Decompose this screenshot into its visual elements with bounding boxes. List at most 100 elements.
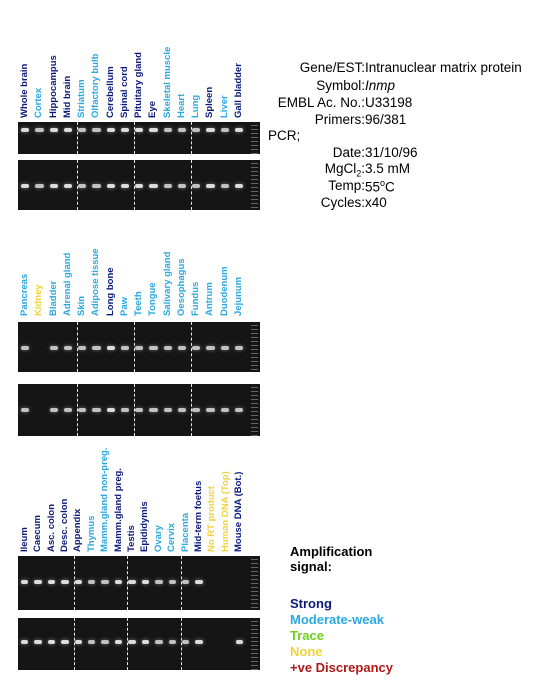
lane-label: Antrum bbox=[204, 282, 216, 316]
pcr-band bbox=[63, 184, 72, 188]
pcr-band bbox=[192, 346, 201, 350]
pcr-band bbox=[106, 408, 115, 412]
pcr-band bbox=[168, 580, 176, 584]
lane-label: Bladder bbox=[47, 280, 59, 316]
info-label: Symbol: bbox=[316, 78, 365, 93]
legend-item-none: None bbox=[290, 644, 323, 659]
lane-group-separator bbox=[127, 618, 129, 670]
pcr-band bbox=[78, 346, 87, 350]
lane-label: Heart bbox=[175, 93, 187, 118]
lane-label: Teeth bbox=[133, 291, 145, 316]
lane-label: Ileum bbox=[18, 527, 30, 552]
lane-label: Pituitary gland bbox=[133, 52, 145, 118]
amplification-legend: Amplification signal: Strong Moderate-wea… bbox=[290, 544, 393, 676]
gel-image bbox=[18, 322, 260, 372]
lane-label: Kidney bbox=[33, 284, 45, 316]
lane-label: Fundus bbox=[190, 281, 202, 316]
pcr-band bbox=[114, 640, 123, 644]
pcr-band bbox=[220, 184, 229, 188]
info-label: Date: bbox=[332, 145, 365, 160]
lane-group-separator bbox=[191, 160, 192, 210]
pcr-band bbox=[92, 408, 101, 412]
pcr-band bbox=[61, 640, 69, 644]
pcr-band bbox=[149, 184, 158, 188]
dna-ladder bbox=[251, 618, 258, 670]
dna-ladder bbox=[251, 160, 258, 210]
lane-label: Human DNA (Top) bbox=[219, 471, 231, 552]
pcr-band bbox=[163, 346, 172, 350]
lane-label: Gall bladder bbox=[232, 63, 244, 118]
lane-label: Cervix bbox=[166, 522, 178, 552]
dna-ladder bbox=[251, 322, 258, 372]
pcr-band bbox=[234, 184, 243, 188]
pcr-band bbox=[120, 346, 129, 350]
pcr-band bbox=[21, 128, 30, 132]
pcr-band bbox=[135, 346, 144, 350]
lane-label: Mamm.gland non-preg. bbox=[99, 447, 111, 553]
lane-label: Placenta bbox=[179, 512, 191, 552]
legend-title-line1: Amplification bbox=[290, 544, 373, 559]
pcr-band bbox=[101, 640, 109, 644]
lane-label: Testis bbox=[126, 525, 137, 552]
legend-item-discrepancy: +ve Discrepancy bbox=[290, 660, 393, 675]
pcr-band bbox=[220, 408, 229, 412]
pcr-band bbox=[21, 408, 30, 412]
lane-group-separator bbox=[134, 384, 135, 436]
pcr-band bbox=[177, 408, 186, 412]
info-value: U33198 bbox=[365, 95, 413, 110]
lane-label: Adipose tissue bbox=[90, 248, 102, 316]
pcr-band bbox=[192, 184, 201, 188]
pcr-band bbox=[34, 640, 42, 644]
lane-group-separator bbox=[77, 322, 78, 372]
lane-label: Oesophagus bbox=[175, 258, 187, 316]
pcr-band bbox=[177, 184, 186, 188]
lane-label: Appendix bbox=[72, 508, 84, 552]
pcr-band bbox=[21, 184, 30, 188]
pcr-band bbox=[206, 346, 215, 350]
pcr-band bbox=[220, 346, 229, 350]
pcr-band bbox=[163, 128, 172, 132]
pcr-band bbox=[92, 346, 101, 350]
lane-label: Tongue bbox=[147, 282, 159, 316]
pcr-band bbox=[120, 184, 129, 188]
lane-group-separator bbox=[73, 618, 75, 670]
lane-label: Whole brain bbox=[19, 63, 31, 118]
pcr-band bbox=[47, 640, 56, 644]
lane-label: Mid-term foetus bbox=[193, 480, 205, 552]
lane-group-separator bbox=[77, 160, 78, 210]
pcr-band bbox=[35, 184, 44, 188]
lane-group-separator bbox=[73, 556, 75, 610]
pcr-band bbox=[120, 408, 129, 412]
info-value: Intranuclear matrix protein bbox=[365, 60, 522, 75]
info-label: Temp: bbox=[328, 178, 365, 193]
lane-label: No RT product bbox=[206, 486, 218, 552]
pcr-band bbox=[234, 408, 243, 412]
pcr-band bbox=[61, 580, 69, 584]
pcr-band bbox=[114, 580, 123, 584]
pcr-band bbox=[88, 580, 96, 584]
pcr-band bbox=[78, 184, 87, 188]
pcr-band bbox=[192, 408, 201, 412]
legend-title-line2: signal: bbox=[290, 559, 332, 574]
pcr-band bbox=[163, 408, 172, 412]
gel-image bbox=[18, 122, 260, 154]
lane-label: Eye bbox=[147, 101, 159, 118]
lane-label: Jejunum bbox=[232, 276, 244, 316]
pcr-band bbox=[234, 128, 243, 132]
pcr-band bbox=[177, 128, 186, 132]
gel-image bbox=[18, 556, 260, 610]
pcr-band bbox=[49, 184, 58, 188]
pcr-band bbox=[163, 184, 172, 188]
pcr-band bbox=[92, 128, 101, 132]
lane-label: Hippocampus bbox=[47, 55, 59, 118]
lane-label: Mouse DNA (Bot.) bbox=[233, 471, 245, 552]
pcr-band bbox=[206, 128, 215, 132]
info-label: Gene/EST: bbox=[299, 60, 365, 75]
lane-group-separator bbox=[77, 384, 78, 436]
lane-group-separator bbox=[134, 322, 135, 372]
pcr-band bbox=[135, 128, 144, 132]
dna-ladder bbox=[251, 122, 258, 154]
lane-label: Skin bbox=[76, 295, 88, 316]
pcr-band bbox=[21, 580, 29, 584]
pcr-band bbox=[220, 128, 229, 132]
